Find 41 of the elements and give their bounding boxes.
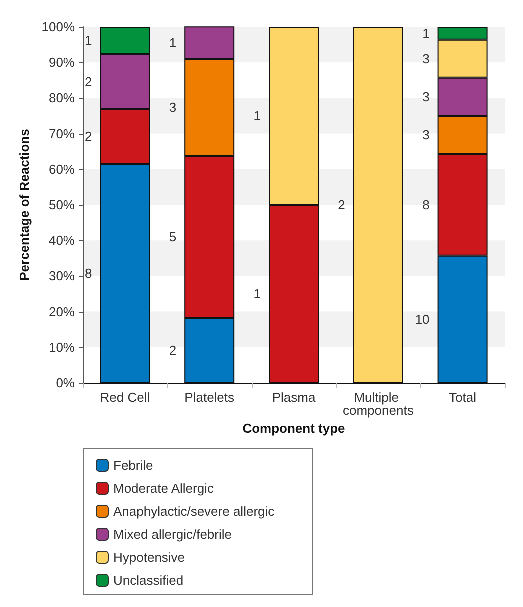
legend-label: Anaphylactic/severe allergic: [114, 504, 276, 519]
annotation: 3: [422, 89, 430, 104]
x-tick-label: Platelets: [184, 390, 236, 405]
legend-label: Mixed allergic/febrile: [114, 527, 232, 542]
annotation: 2: [84, 74, 92, 90]
annotation: 3: [422, 128, 430, 143]
annotation: 8: [422, 198, 430, 212]
y-tick-label: 10%: [48, 340, 76, 355]
annotation: 1: [422, 26, 430, 41]
annotation: 8: [84, 266, 92, 282]
annotation: 1: [169, 35, 177, 50]
legend-label: Febrile: [114, 458, 154, 473]
legend-label: Unclassified: [114, 573, 184, 588]
annotation: 3: [169, 100, 177, 116]
annotation: 5: [169, 230, 177, 245]
annotation: 2: [84, 129, 92, 144]
annotation: 1: [254, 286, 261, 302]
y-tick-label: 90%: [48, 55, 76, 70]
y-tick-label: 100%: [42, 20, 76, 34]
y-tick-label: 20%: [48, 304, 76, 320]
y-tick-label: 30%: [48, 268, 76, 284]
legend-label: Moderate Allergic: [114, 481, 214, 496]
annotation: 2: [169, 343, 177, 358]
y-tick-label: 80%: [48, 90, 76, 106]
legend-label: Hypotensive: [114, 550, 186, 565]
y-tick-label: 40%: [48, 233, 76, 248]
x-tick-label: Total: [449, 390, 477, 405]
x-tick-label: Multiple components: [342, 390, 414, 418]
x-axis-title: Component type: [242, 420, 346, 436]
y-tick-label: 60%: [48, 162, 76, 177]
annotation: 1: [254, 108, 261, 124]
annotation: 1: [84, 33, 92, 48]
x-tick-label: Plasma: [272, 390, 316, 405]
y-axis-title: Percentage of Reactions: [16, 129, 32, 281]
annotation: 2: [338, 198, 346, 212]
y-tick-label: 70%: [48, 126, 76, 142]
y-tick-label: 0%: [56, 376, 76, 390]
y-tick-label: 50%: [48, 198, 76, 212]
annotation: 3: [422, 51, 430, 66]
annotation: 10: [415, 312, 430, 327]
x-tick-label: Red Cell: [100, 390, 150, 405]
